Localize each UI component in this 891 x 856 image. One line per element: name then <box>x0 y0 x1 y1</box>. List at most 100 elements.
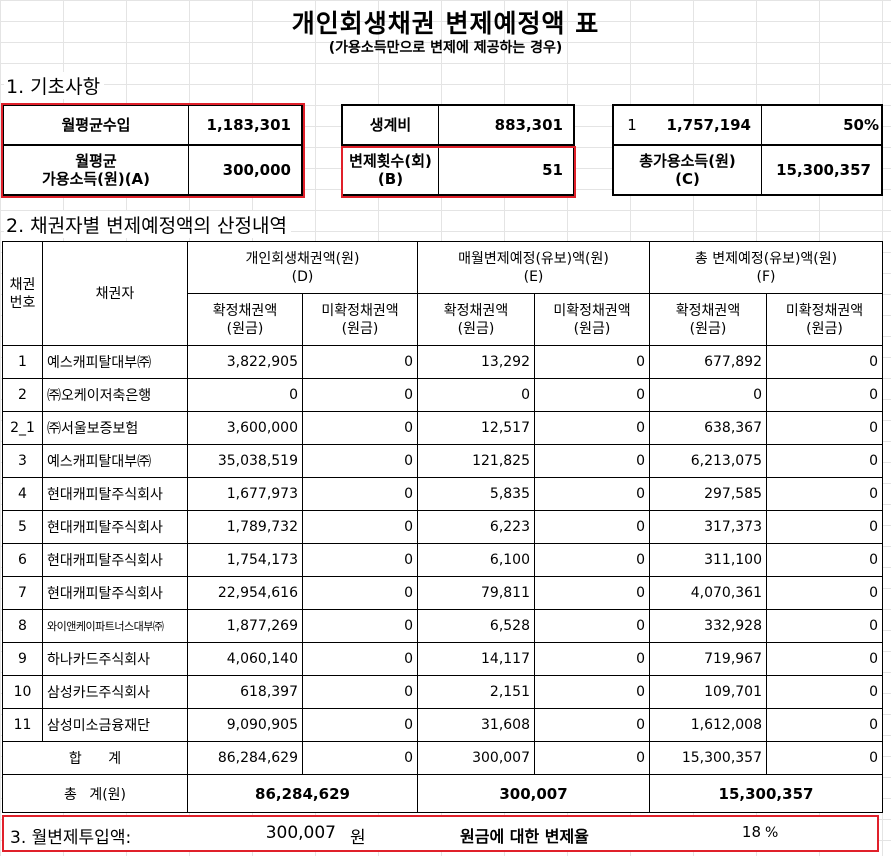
row-number: 7 <box>2 576 43 610</box>
e-unconfirmed: 0 <box>534 543 650 577</box>
creditor-name: 현대캐피탈주식회사 <box>42 543 188 577</box>
d-unconfirmed: 0 <box>302 411 418 445</box>
monthly-payment-amount: 300,007 <box>265 823 336 843</box>
d-unconfirmed: 0 <box>302 543 418 577</box>
e-unconfirmed: 0 <box>534 609 650 643</box>
f-unconfirmed: 0 <box>766 642 883 676</box>
sub-header-d-unconfirmed: 미확정채권액 (원금) <box>302 293 418 346</box>
f-confirmed: 677,892 <box>649 345 767 379</box>
disposable-income-value: 300,000 <box>222 161 291 179</box>
monthly-payment-bar: 3. 월변제투입액: 300,007 원 원금에 대한 변제율 18 % <box>2 815 879 852</box>
monthly-payment-unit: 원 <box>350 828 366 848</box>
e-unconfirmed: 0 <box>534 411 650 445</box>
e-confirmed: 0 <box>417 378 535 412</box>
total-disposable-value: 15,300,357 <box>776 161 871 179</box>
e-confirmed: 14,117 <box>417 642 535 676</box>
d-unconfirmed: 0 <box>302 708 418 742</box>
d-confirmed: 3,600,000 <box>187 411 303 445</box>
table-row: 7 현대캐피탈주식회사 22,954,616 0 79,811 0 4,070,361 0 <box>2 576 883 610</box>
row-number: 5 <box>2 510 43 544</box>
grand-total-e: 300,007 <box>417 774 650 813</box>
e-confirmed: 6,528 <box>417 609 535 643</box>
row-number: 9 <box>2 642 43 676</box>
d-unconfirmed: 0 <box>302 378 418 412</box>
col-group-d: 개인회생채권액(원) (D) <box>187 241 418 294</box>
d-unconfirmed: 0 <box>302 345 418 379</box>
creditor-name: 와이앤케이파트너스대부㈜ <box>42 609 188 643</box>
f-confirmed: 638,367 <box>649 411 767 445</box>
e-unconfirmed: 0 <box>534 576 650 610</box>
f-unconfirmed: 0 <box>766 576 883 610</box>
row-number: 1 <box>2 345 43 379</box>
subtotal-d-confirmed: 86,284,629 <box>187 741 303 775</box>
box3-number: 1 <box>627 116 637 134</box>
d-confirmed: 0 <box>187 378 303 412</box>
f-confirmed: 297,585 <box>649 477 767 511</box>
table-row: 3 예스캐피탈대부㈜ 35,038,519 0 121,825 0 6,213,075 0 <box>2 444 883 478</box>
f-unconfirmed: 0 <box>766 675 883 709</box>
f-unconfirmed: 0 <box>766 411 883 445</box>
grand-total-label: 총 계(원) <box>2 774 188 813</box>
d-confirmed: 35,038,519 <box>187 444 303 478</box>
creditor-name: 삼성미소금융재단 <box>42 708 188 742</box>
subtotal-f-confirmed: 15,300,357 <box>649 741 767 775</box>
creditor-rows: 1 예스캐피탈대부㈜ 3,822,905 0 13,292 0 677,892 0 2 ㈜오케이저… <box>2 345 883 813</box>
page-subtitle: (가용소득만으로 변제에 제공하는 경우) <box>328 40 563 56</box>
d-confirmed: 618,397 <box>187 675 303 709</box>
grand-total-d: 86,284,629 <box>187 774 418 813</box>
f-confirmed: 332,928 <box>649 609 767 643</box>
d-confirmed: 22,954,616 <box>187 576 303 610</box>
creditor-name: 예스캐피탈대부㈜ <box>42 345 188 379</box>
d-confirmed: 1,677,973 <box>187 477 303 511</box>
d-confirmed: 1,789,732 <box>187 510 303 544</box>
f-unconfirmed: 0 <box>766 510 883 544</box>
row-number: 11 <box>2 708 43 742</box>
d-confirmed: 3,822,905 <box>187 345 303 379</box>
row-number: 2 <box>2 378 43 412</box>
table-row: 9 하나카드주식회사 4,060,140 0 14,117 0 719,967 0 <box>2 642 883 676</box>
e-unconfirmed: 0 <box>534 345 650 379</box>
f-confirmed: 6,213,075 <box>649 444 767 478</box>
e-unconfirmed: 0 <box>534 708 650 742</box>
living-cost-value: 883,301 <box>494 116 563 134</box>
e-confirmed: 5,835 <box>417 477 535 511</box>
e-confirmed: 13,292 <box>417 345 535 379</box>
sub-header-f-unconfirmed: 미확정채권액 (원금) <box>766 293 883 346</box>
monthly-income-label: 월평균수입 <box>61 116 131 134</box>
creditor-name: ㈜서울보증보험 <box>42 411 188 445</box>
e-confirmed: 79,811 <box>417 576 535 610</box>
income-box: 월평균수입 1,183,301 월평균 가용소득(원)(A) 300,000 <box>2 104 303 196</box>
sub-header-e-unconfirmed: 미확정채권액 (원금) <box>534 293 650 346</box>
total-disposable-label: 총가용소득(원) (C) <box>639 152 736 188</box>
creditor-name: 삼성카드주식회사 <box>42 675 188 709</box>
e-unconfirmed: 0 <box>534 477 650 511</box>
table-row: 4 현대캐피탈주식회사 1,677,973 0 5,835 0 297,585 0 <box>2 477 883 511</box>
sub-header-f-confirmed: 확정채권액 (원금) <box>649 293 767 346</box>
section-monthly-heading: 3. 월변제투입액: <box>10 828 132 848</box>
creditor-name: 현대캐피탈주식회사 <box>42 477 188 511</box>
f-confirmed: 109,701 <box>649 675 767 709</box>
d-unconfirmed: 0 <box>302 576 418 610</box>
row-number: 10 <box>2 675 43 709</box>
e-unconfirmed: 0 <box>534 675 650 709</box>
table-row: 2 ㈜오케이저축은행 0 0 0 0 0 0 <box>2 378 883 412</box>
f-confirmed: 311,100 <box>649 543 767 577</box>
e-confirmed: 31,608 <box>417 708 535 742</box>
repayment-ratio-value: 18 <box>741 823 761 841</box>
col-header-no: 채권 번호 <box>2 241 43 346</box>
creditor-name: 현대캐피탈주식회사 <box>42 510 188 544</box>
f-confirmed: 4,070,361 <box>649 576 767 610</box>
e-confirmed: 12,517 <box>417 411 535 445</box>
section-creditors-heading: 2. 채권자별 변제예정액의 산정내역 <box>4 211 291 238</box>
f-unconfirmed: 0 <box>766 477 883 511</box>
d-unconfirmed: 0 <box>302 444 418 478</box>
d-unconfirmed: 0 <box>302 609 418 643</box>
e-confirmed: 6,223 <box>417 510 535 544</box>
row-number: 2_1 <box>2 411 43 445</box>
table-row: 1 예스캐피탈대부㈜ 3,822,905 0 13,292 0 677,892 0 <box>2 345 883 379</box>
d-confirmed: 4,060,140 <box>187 642 303 676</box>
subtotal-label: 합 계 <box>2 741 188 775</box>
creditor-name: 하나카드주식회사 <box>42 642 188 676</box>
table-row: 10 삼성카드주식회사 618,397 0 2,151 0 109,701 0 <box>2 675 883 709</box>
disposable-income-label: 월평균 가용소득(원)(A) <box>41 152 151 188</box>
